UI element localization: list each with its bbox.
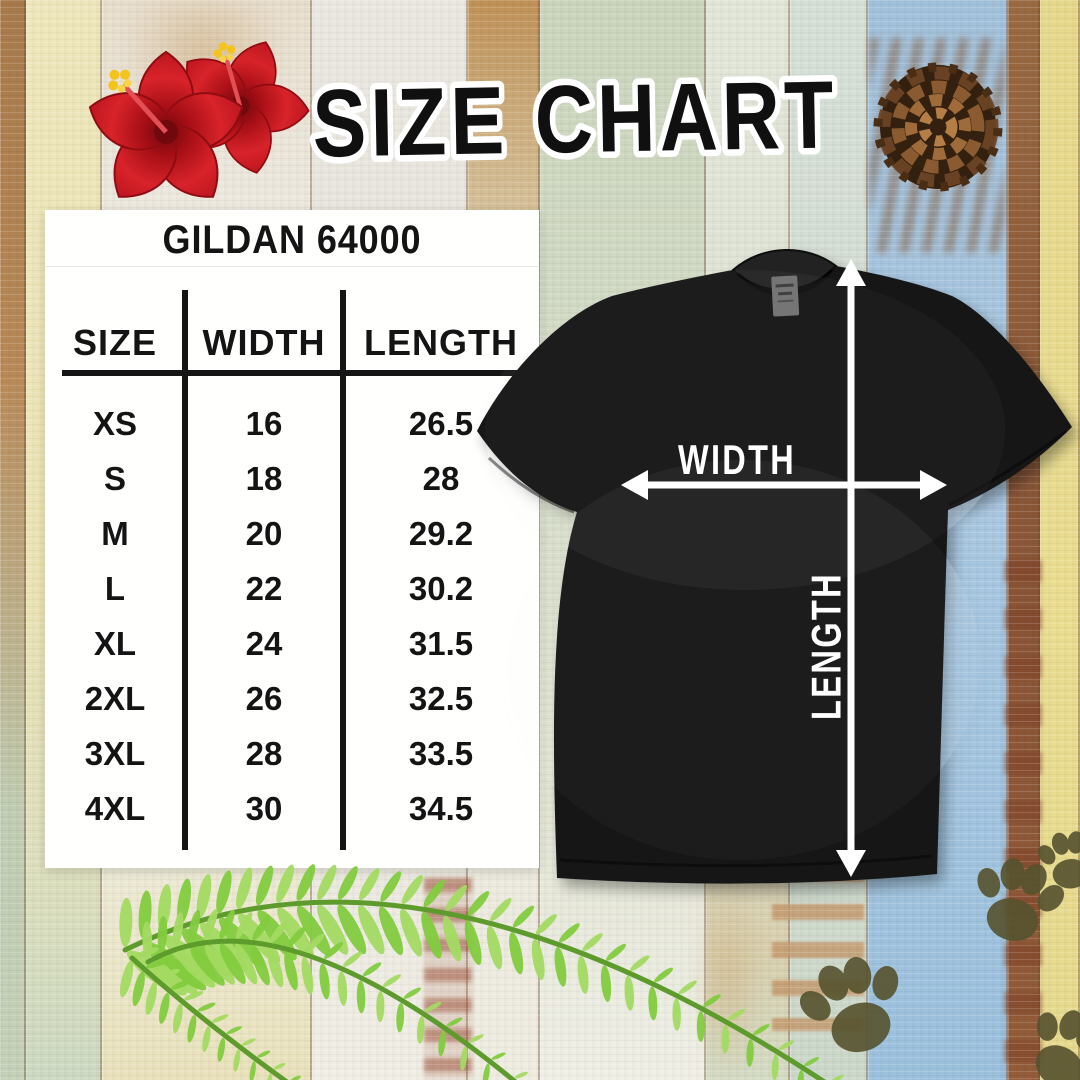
table-header-row: SIZE WIDTH LENGTH [45,316,539,370]
cell-width: 26 [245,680,283,717]
width-arrow [621,470,947,500]
table-row: 4XL 30 34.5 [45,781,539,836]
plank [0,0,26,1080]
table-row: M 20 29.2 [45,506,539,561]
length-arrow [836,259,866,877]
cell-width: 22 [245,570,283,607]
cell-length: 33.5 [408,735,474,772]
table-row: XL 24 31.5 [45,616,539,671]
table-column-rule [340,290,346,850]
table-row: L 22 30.2 [45,561,539,616]
cell-width: 28 [245,735,283,772]
cell-width: 20 [245,515,283,552]
cell-size: 4XL [84,790,146,827]
tshirt-graphic [477,249,1072,884]
pinecone-icon [873,62,1003,192]
cell-length: 28 [422,460,460,497]
fabric-highlight [500,460,980,860]
size-chart-card: GILDAN 64000 SIZE WIDTH LENGTH XS 16 26.… [45,210,539,868]
cell-size: L [104,570,126,607]
table-column-rule [182,290,188,850]
cell-length: 29.2 [408,515,474,552]
column-header-size: SIZE [72,322,157,363]
column-header-width: WIDTH [202,322,326,363]
cell-width: 16 [245,405,283,442]
table-row: XS 16 26.5 [45,396,539,451]
cell-length: 26.5 [408,405,474,442]
cell-length: 34.5 [408,790,474,827]
hem-seam [559,854,933,868]
cell-length: 32.5 [408,680,474,717]
page-title-text: SIZE CHART [312,61,839,177]
length-label: LENGTH [803,572,850,720]
width-label: WIDTH [678,436,796,483]
table-row: 2XL 26 32.5 [45,671,539,726]
cell-length: 30.2 [408,570,474,607]
cell-size: S [103,460,126,497]
column-header-length: LENGTH [364,322,518,363]
brand-title: GILDAN 64000 [162,218,422,262]
page-title: SIZE CHART [305,55,845,179]
cell-size: M [101,515,129,552]
hibiscus-flowers-icon [80,32,312,214]
cell-width: 24 [245,625,283,662]
cell-size: XL [93,625,137,662]
cell-size: 2XL [84,680,146,717]
cell-size: 3XL [84,735,146,772]
table-row: S 18 28 [45,451,539,506]
size-table: XS 16 26.5 S 18 28 M 20 29.2 L 22 30.2 X… [45,396,539,836]
fabric-highlight [485,270,1005,590]
divider [45,266,539,267]
table-header-rule [62,370,522,376]
fern-leaves-icon [119,864,845,1080]
cell-length: 31.5 [408,625,474,662]
cell-width: 30 [245,790,283,827]
table-row: 3XL 28 33.5 [45,726,539,781]
cell-size: XS [92,405,138,442]
cell-width: 18 [245,460,283,497]
